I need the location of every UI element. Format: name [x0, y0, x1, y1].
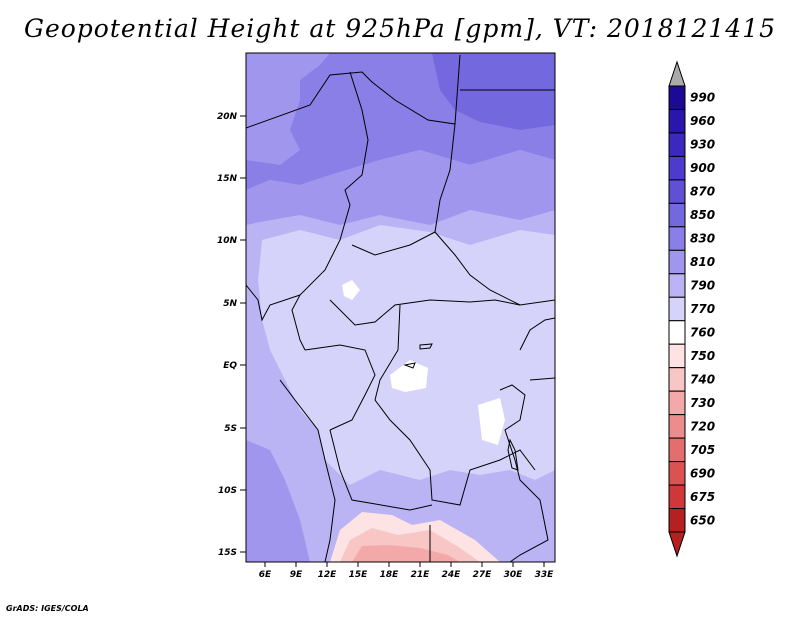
- colorbar-label-690: 690: [690, 466, 715, 480]
- field-pink-core: [352, 545, 460, 562]
- colorbar-label-830: 830: [690, 232, 715, 246]
- y-tick-label-EQ: EQ: [223, 361, 237, 371]
- x-tick-label-27E: 27E: [473, 570, 493, 580]
- colorbar-segment-790: [668, 273, 686, 298]
- colorbar-label-790: 790: [690, 279, 715, 293]
- x-tick-label-6E: 6E: [259, 570, 272, 580]
- x-tick-marks: [264, 562, 545, 567]
- colorbar-segment-760: [668, 320, 686, 345]
- x-tick-label-9E: 9E: [290, 570, 303, 580]
- colorbar-label-760: 760: [690, 325, 715, 339]
- colorbar-label-990: 990: [690, 91, 715, 105]
- colorbar-segment-675: [668, 484, 686, 510]
- x-tick-label-24E: 24E: [442, 570, 462, 580]
- colorbar-label-650: 650: [690, 513, 715, 527]
- field-white-2: [478, 398, 505, 445]
- x-tick-label-30E: 30E: [504, 570, 524, 580]
- border-line-13: [519, 317, 555, 351]
- colorbar-label-810: 810: [690, 255, 715, 269]
- y-tick-label-5N: 5N: [223, 299, 237, 309]
- colorbar-label-870: 870: [690, 185, 715, 199]
- y-tick-label-10N: 10N: [217, 236, 238, 246]
- colorbar-segment-750: [668, 343, 686, 369]
- colorbar-segment-960: [668, 108, 686, 134]
- border-line-6: [329, 299, 521, 326]
- border-line-3: [291, 71, 369, 351]
- y-tick-label-15N: 15N: [217, 174, 238, 184]
- x-tick-label-18E: 18E: [380, 570, 400, 580]
- colorbar-segment-690: [668, 461, 686, 486]
- border-line-7: [304, 344, 376, 431]
- map-title: Geopotential Height at 925hPa [gpm], VT:…: [23, 14, 777, 43]
- colorbar-segment-770: [668, 296, 686, 322]
- x-tick-label-33E: 33E: [535, 570, 555, 580]
- colorbar-label-740: 740: [690, 372, 715, 386]
- field-mid: [246, 150, 555, 225]
- border-line-14: [499, 384, 549, 562]
- y-tick-label-15S: 15S: [218, 548, 237, 558]
- colorbar-segment-900: [668, 155, 686, 181]
- x-tick-label-12E: 12E: [318, 570, 338, 580]
- x-tick-label-15E: 15E: [349, 570, 369, 580]
- field-north-light: [246, 53, 330, 165]
- colorbar-label-960: 960: [690, 114, 715, 128]
- colorbar-segment-810: [668, 249, 686, 275]
- colorbar-segment-720: [668, 414, 686, 439]
- map-frame: [245, 52, 556, 563]
- border-line-1: [246, 54, 461, 129]
- colorbar-segment-850: [668, 202, 686, 228]
- lake-2: [419, 343, 433, 350]
- colorbar-label-930: 930: [690, 138, 715, 152]
- x-tick-label-21E: 21E: [411, 570, 431, 580]
- colorbar-label-850: 850: [690, 208, 715, 222]
- colorbar-label-675: 675: [690, 490, 715, 504]
- colorbar-label-720: 720: [690, 419, 715, 433]
- colorbar-segment-740: [668, 367, 686, 392]
- border-line-11: [246, 284, 301, 322]
- colorbar-segment-705: [668, 437, 686, 463]
- colorbar: 990 960 930 900 870 850 830 810 790 770 760 750 740 7…: [668, 60, 715, 558]
- lake-3: [403, 362, 416, 369]
- field-white-3: [342, 280, 360, 300]
- border-line-9: [329, 429, 433, 511]
- colorbar-label-770: 770: [690, 302, 715, 316]
- lake-1: [507, 438, 519, 471]
- y-tick-label-10S: 10S: [218, 486, 237, 496]
- colorbar-label-705: 705: [690, 443, 715, 457]
- border-line-15: [529, 377, 555, 381]
- colorbar-segment-990: [668, 85, 686, 110]
- colorbar-label-900: 900: [690, 161, 715, 175]
- credit-text: GrADS: IGES/COLA: [6, 604, 89, 613]
- border-line-12: [279, 379, 336, 562]
- field-northeast: [432, 53, 555, 130]
- field-white-1: [390, 360, 428, 392]
- y-tick-marks: [240, 115, 246, 553]
- colorbar-segment-930: [668, 132, 686, 157]
- colorbar-segment-830: [668, 226, 686, 251]
- field-southwest: [246, 440, 310, 562]
- y-tick-label-5S: 5S: [224, 424, 237, 434]
- colorbar-segment-650: [668, 508, 686, 533]
- colorbar-segment-730: [668, 390, 686, 416]
- country-borders: [246, 54, 555, 562]
- colorbar-segment-870: [668, 179, 686, 204]
- contour-fill: [246, 53, 555, 562]
- y-tick-label-20N: 20N: [217, 112, 238, 122]
- border-line-5: [434, 231, 555, 306]
- colorbar-label-730: 730: [690, 396, 715, 410]
- colorbar-top-arrow: [668, 60, 686, 87]
- colorbar-label-750: 750: [690, 349, 715, 363]
- colorbar-bottom-arrow: [668, 531, 686, 558]
- border-line-8: [374, 304, 536, 506]
